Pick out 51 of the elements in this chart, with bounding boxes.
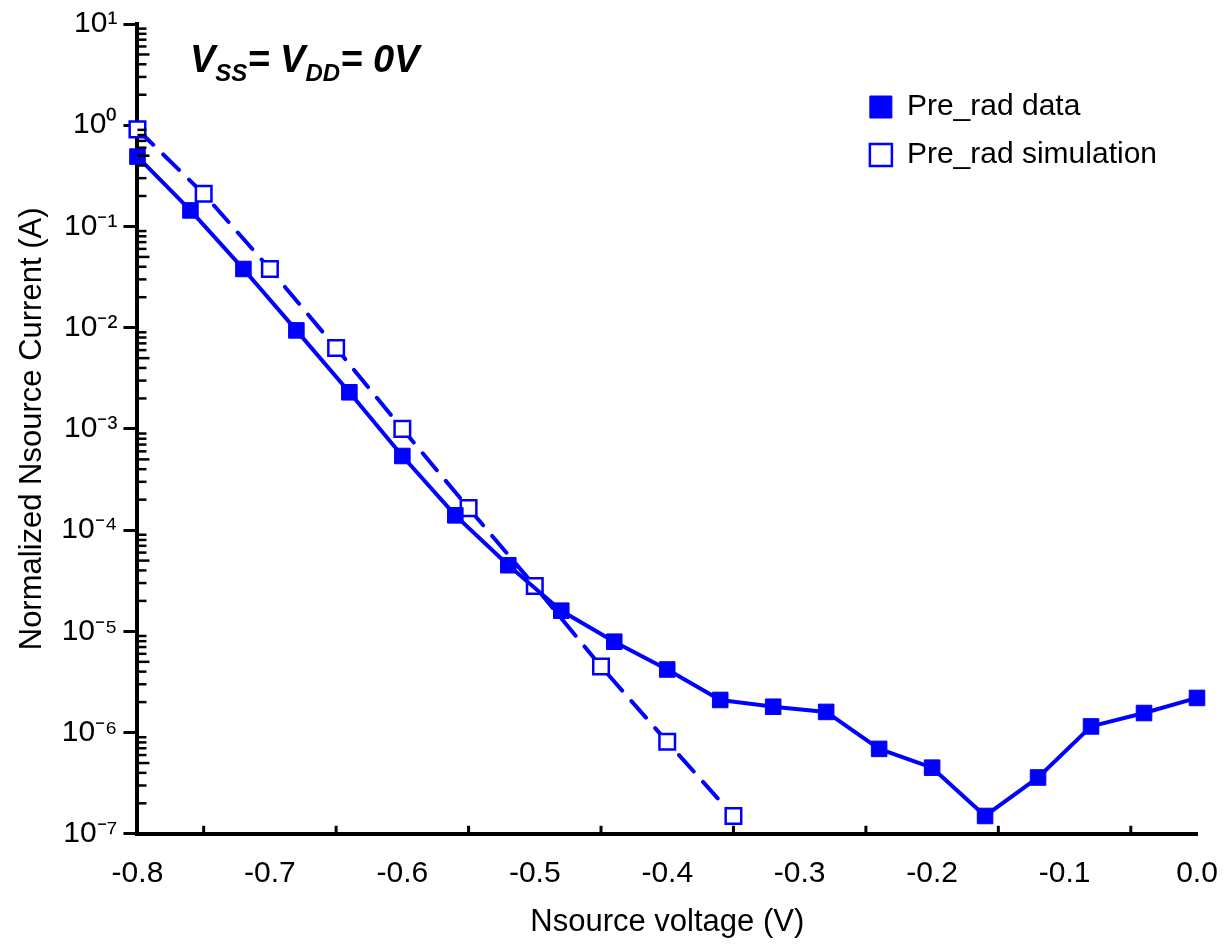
x-tick-label: -0.5 [508,855,561,889]
legend-label: Pre_rad data [906,88,1081,122]
point [288,322,305,339]
x-tick-label: -0.3 [773,855,826,889]
point [182,202,199,219]
point [1082,718,1100,735]
y-axis-title: Normalized Nsource Current (A) [13,207,49,651]
point [658,661,676,678]
point [724,806,743,825]
y-tick-label: 10⁰ [73,106,118,140]
x-tick-label: -0.7 [244,855,296,889]
y-tick-label: 10⁻² [64,308,118,342]
point [447,507,464,524]
point [393,419,412,438]
point [1029,769,1047,786]
point [500,556,517,574]
x-axis-title: Nsource voltage (V) [530,902,805,938]
point [870,740,888,758]
y-tick-label: 10⁻³ [64,410,118,444]
x-tick-label: -0.8 [111,855,164,889]
y-tick-label: 10⁻⁶ [61,713,118,747]
point [235,260,252,278]
point [605,633,623,650]
point [194,184,213,203]
y-tick-label: 10⁻⁵ [61,612,118,646]
x-tick-label: -0.4 [641,855,694,889]
annotation: V$_{SS}$= V$_{DD}$= 0V [190,38,420,87]
point [260,259,279,279]
point [976,807,994,825]
point [553,602,570,619]
point [764,698,782,716]
point [1135,704,1153,722]
point [658,732,677,751]
point [923,759,941,776]
point [394,447,411,465]
point [1188,689,1206,707]
point [591,657,611,676]
x-tick-label: -0.1 [1038,855,1091,889]
x-tick-label: -0.6 [376,855,429,889]
point [711,691,729,709]
point [327,338,346,358]
y-tick-label: 10⁻⁴ [61,511,118,545]
x-tick-label: 0.0 [1176,855,1218,889]
y-tick-label: 10¹ [74,5,118,39]
point [817,703,835,721]
x-tick-label: -0.2 [906,855,958,889]
point [341,384,358,401]
y-tick-label: 10⁻¹ [64,207,118,241]
y-tick-label: 10⁻⁷ [63,815,118,849]
legend-label: Pre_rad simulation [906,136,1157,170]
point [128,120,147,139]
